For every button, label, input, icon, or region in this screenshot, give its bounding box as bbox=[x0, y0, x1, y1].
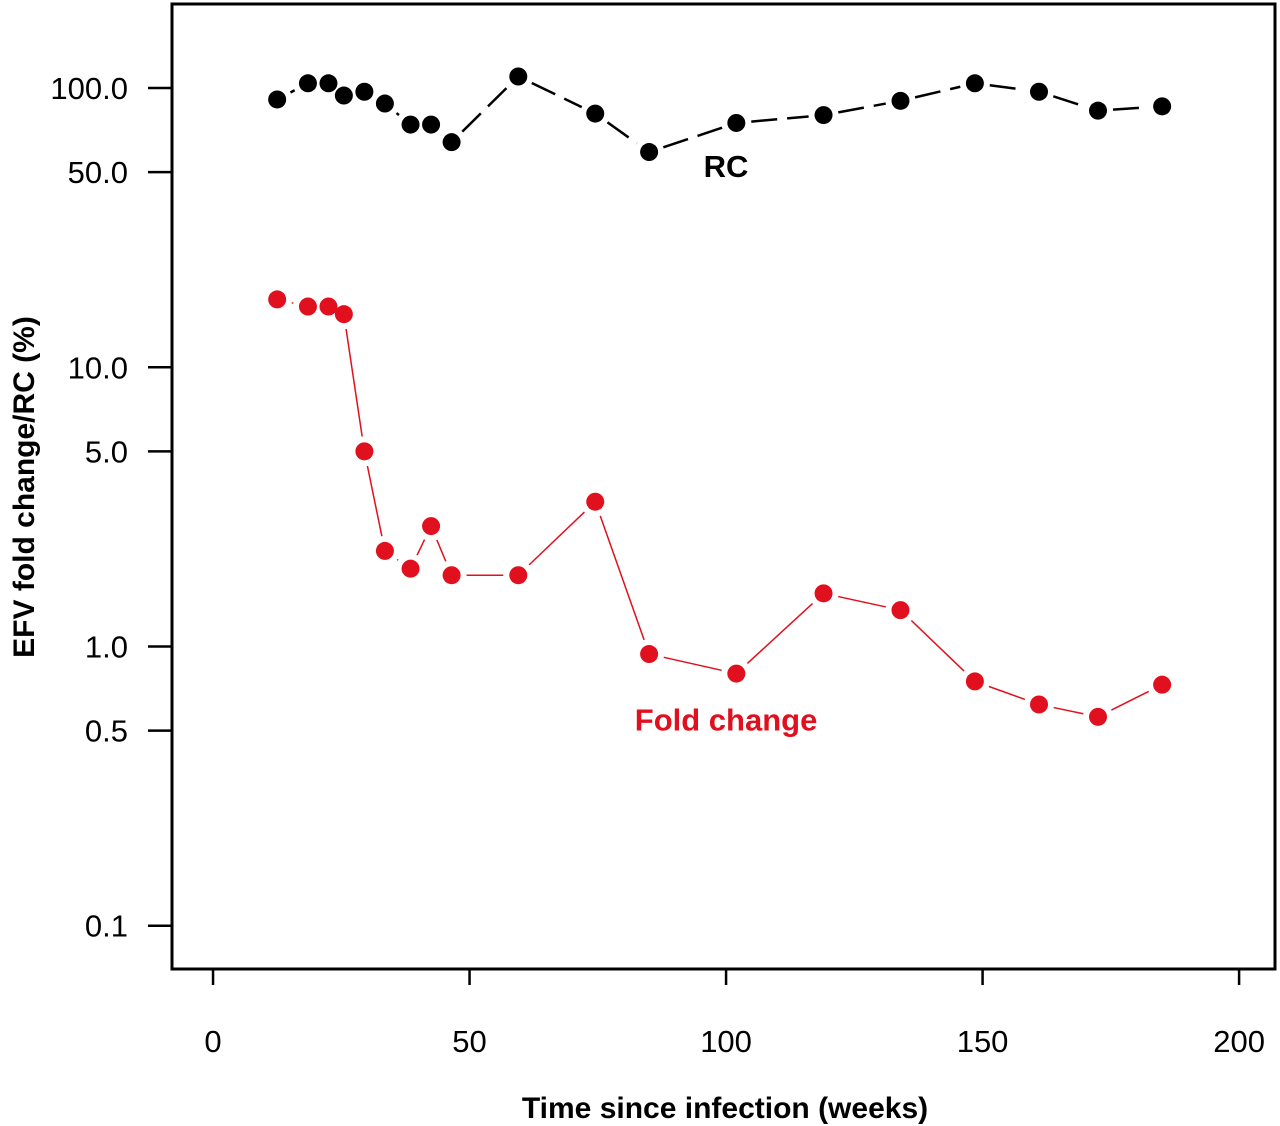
series-line-segment bbox=[1052, 95, 1085, 108]
data-point bbox=[509, 67, 528, 86]
data-point bbox=[640, 143, 659, 162]
series-annotation: Fold change bbox=[635, 703, 818, 738]
data-point bbox=[727, 113, 746, 132]
series-line-segment bbox=[1111, 690, 1150, 711]
series-annotation: RC bbox=[704, 149, 749, 184]
series-line-segment bbox=[663, 656, 722, 672]
series-line-segment bbox=[436, 539, 447, 562]
data-point bbox=[401, 115, 420, 134]
data-point bbox=[1089, 101, 1108, 120]
series-line-segment bbox=[395, 112, 400, 117]
data-point bbox=[814, 584, 833, 603]
data-point bbox=[586, 104, 605, 123]
data-point bbox=[1153, 97, 1172, 116]
y-tick-label: 5.0 bbox=[85, 434, 128, 469]
series-line-segment bbox=[461, 86, 509, 133]
series-line-segment bbox=[416, 539, 426, 556]
series-line-segment bbox=[1053, 706, 1084, 715]
series-line-segment bbox=[751, 115, 809, 123]
data-point bbox=[640, 645, 659, 664]
series-line-segment bbox=[289, 89, 296, 94]
data-point bbox=[355, 82, 374, 101]
data-point bbox=[298, 297, 317, 316]
series-line-segment bbox=[910, 619, 965, 672]
data-point bbox=[422, 517, 441, 536]
plot-frame bbox=[170, 2, 1277, 971]
y-tick-label: 50.0 bbox=[68, 155, 128, 190]
y-tick-label: 100.0 bbox=[50, 71, 128, 106]
series-line-segment bbox=[366, 465, 383, 537]
data-point bbox=[401, 559, 420, 578]
series-line-segment bbox=[838, 102, 886, 114]
series-line-segment bbox=[838, 595, 886, 608]
x-tick-label: 50 bbox=[452, 1024, 486, 1059]
x-axis: 0 50 100 150 200 bbox=[204, 969, 1265, 1059]
series-line-segment bbox=[914, 85, 961, 99]
data-point bbox=[1153, 675, 1172, 694]
data-point bbox=[586, 492, 605, 511]
data-point bbox=[509, 566, 528, 585]
series-line-segment bbox=[606, 121, 638, 145]
data-point bbox=[375, 94, 394, 113]
data-point bbox=[1030, 82, 1049, 101]
series-line-segment bbox=[662, 126, 723, 149]
y-tick-label: 10.0 bbox=[68, 350, 128, 385]
x-tick-label: 0 bbox=[204, 1024, 221, 1059]
data-point bbox=[442, 133, 461, 152]
annotation-layer: RC Fold change bbox=[635, 149, 818, 738]
data-point bbox=[319, 297, 338, 316]
x-tick-label: 200 bbox=[1213, 1024, 1265, 1059]
series-line-segment bbox=[988, 685, 1026, 701]
data-point bbox=[891, 91, 910, 110]
y-tick-label: 1.0 bbox=[85, 630, 128, 665]
data-point bbox=[355, 442, 374, 461]
y-tick-label: 0.5 bbox=[85, 714, 128, 749]
series-line-segment bbox=[746, 602, 814, 664]
series-line-segment bbox=[528, 511, 585, 566]
y-axis: 0.1 0.5 1.0 5.0 10.0 50.0 100.0 bbox=[50, 71, 172, 944]
data-point bbox=[334, 305, 353, 324]
data-point bbox=[965, 672, 984, 691]
data-point bbox=[1030, 695, 1049, 714]
y-tick-label: 0.1 bbox=[85, 909, 128, 944]
series-fold-change bbox=[268, 290, 1172, 726]
series-line-segment bbox=[396, 558, 399, 561]
x-tick-label: 100 bbox=[700, 1024, 752, 1059]
data-point bbox=[268, 90, 287, 109]
series-line-segment bbox=[599, 515, 645, 641]
data-point bbox=[319, 74, 338, 93]
data-point bbox=[422, 115, 441, 134]
series-line-segment bbox=[1112, 106, 1148, 111]
data-point bbox=[814, 106, 833, 125]
series-line-segment bbox=[989, 84, 1025, 92]
data-point bbox=[727, 664, 746, 683]
series-line-segment bbox=[345, 328, 363, 437]
data-point bbox=[891, 601, 910, 620]
series-layer bbox=[268, 67, 1172, 726]
data-point bbox=[442, 566, 461, 585]
series-line-segment bbox=[531, 81, 583, 109]
data-point bbox=[965, 74, 984, 93]
data-point bbox=[268, 290, 287, 309]
x-tick-label: 150 bbox=[957, 1024, 1009, 1059]
x-axis-label: Time since infection (weeks) bbox=[522, 1092, 928, 1125]
data-point bbox=[1089, 707, 1108, 726]
series-rc bbox=[268, 67, 1172, 162]
data-point bbox=[375, 541, 394, 560]
data-point bbox=[334, 86, 353, 105]
y-axis-label: EFV fold change/RC (%) bbox=[8, 316, 41, 658]
data-point bbox=[298, 74, 317, 93]
